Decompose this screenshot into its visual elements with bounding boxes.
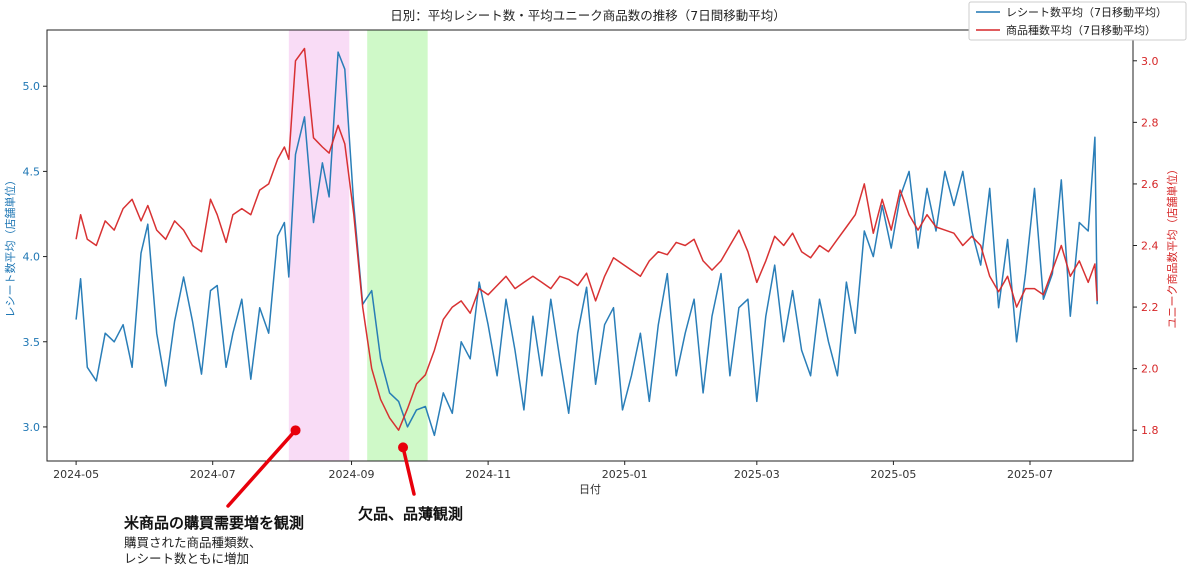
- annotation-demand-title: 米商品の購買需要増を観測: [124, 514, 305, 532]
- x-tick-label: 2025-01: [602, 468, 648, 481]
- annotation-stockout-title: 欠品、品薄観測: [358, 505, 464, 523]
- y-right-tick-label: 1.8: [1141, 424, 1159, 437]
- y-left-tick-label: 3.0: [23, 421, 41, 434]
- legend: レシート数平均（7日移動平均） 商品種数平均（7日移動平均）: [968, 1, 1187, 41]
- legend-label-products: 商品種数平均（7日移動平均）: [1006, 23, 1156, 37]
- x-tick-label: 2025-07: [1007, 468, 1053, 481]
- x-tick-label: 2025-03: [734, 468, 780, 481]
- y-right-tick-label: 3.0: [1141, 55, 1159, 68]
- y-axis-label-right: ユニーク商品数平均（店舗単位）: [1165, 164, 1179, 329]
- y-left-tick-label: 3.5: [23, 336, 41, 349]
- x-tick-label: 2025-05: [870, 468, 916, 481]
- y-left-tick-label: 5.0: [23, 80, 41, 93]
- series-line-receipts: [75, 51, 1098, 437]
- y-right-tick-label: 2.4: [1141, 240, 1159, 253]
- y-right-tick-label: 2.6: [1141, 178, 1159, 191]
- series-line-products: [75, 47, 1098, 431]
- y-right-tick-label: 2.0: [1141, 363, 1159, 376]
- highlight-region-1: [288, 30, 350, 461]
- annotation-arrow-demand: [226, 428, 298, 508]
- annotation-dot-stockout: [398, 442, 409, 453]
- annotation-demand-body-line1: 購買された商品種類数、: [124, 535, 262, 550]
- highlight-region-2: [367, 30, 428, 461]
- x-tick-label: 2024-07: [190, 468, 236, 481]
- y-left-tick-label: 4.5: [23, 165, 41, 178]
- y-right-tick-label: 2.2: [1141, 301, 1159, 314]
- chart-title: 日別：平均レシート数・平均ユニーク商品数の推移（7日間移動平均）: [390, 8, 785, 23]
- annotation-arrow-stockout: [401, 445, 416, 496]
- x-tick-label: 2024-09: [329, 468, 375, 481]
- x-axis-label: 日付: [579, 483, 601, 496]
- y-axis-label-left: レシート数平均（店舗単位）: [3, 175, 17, 318]
- annotation-dot-demand: [290, 425, 301, 436]
- annotation-demand-body-line2: レシート数ともに増加: [124, 551, 250, 566]
- y-right-tick-label: 2.8: [1141, 116, 1159, 129]
- y-left-tick-label: 4.0: [23, 251, 41, 264]
- plot-frame: [46, 29, 1134, 462]
- legend-label-receipts: レシート数平均（7日移動平均）: [1006, 5, 1167, 19]
- x-tick-label: 2024-05: [53, 468, 99, 481]
- legend-box: [968, 1, 1187, 41]
- x-tick-label: 2024-11: [465, 468, 511, 481]
